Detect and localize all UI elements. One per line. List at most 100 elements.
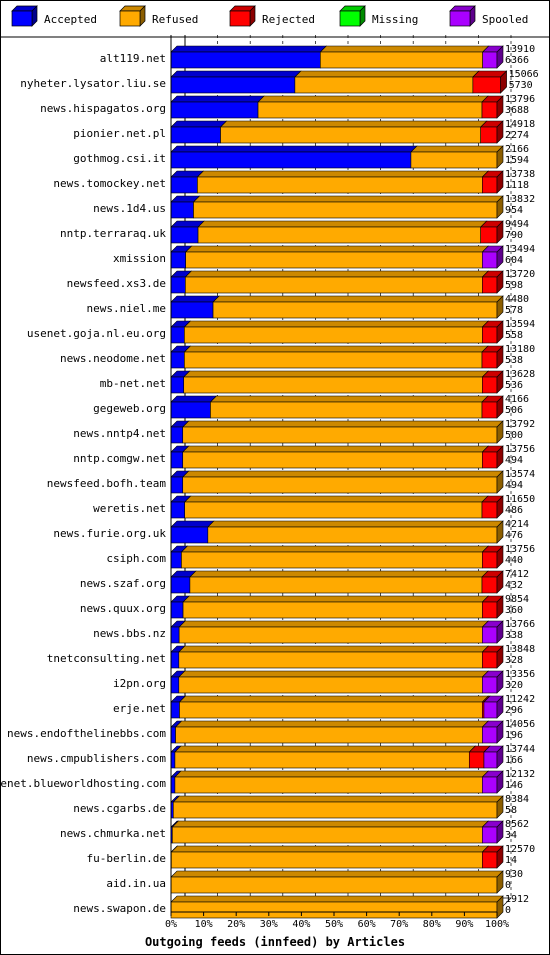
legend-swatch xyxy=(339,10,361,27)
category-label: nntp.terraraq.uk xyxy=(60,227,166,240)
x-tick-label: 0% xyxy=(165,919,177,930)
bar-segment-refused xyxy=(175,726,483,744)
bar-segment-refused xyxy=(182,426,498,444)
category-label: news.quux.org xyxy=(80,602,166,615)
category-label: news.hispagatos.org xyxy=(40,102,166,115)
data-label-accepted: 604 xyxy=(505,255,523,266)
data-label-accepted: 360 xyxy=(505,605,523,616)
bar-segment-accepted xyxy=(170,376,185,394)
bar-top-refused xyxy=(183,345,489,353)
bar-row xyxy=(170,645,504,669)
bar-segment-rejected xyxy=(482,326,498,344)
data-label-total: 2166 xyxy=(505,144,529,155)
legend: Accepted Refused Rejected Missing Spooled xyxy=(11,5,528,27)
category-label: news.neodome.net xyxy=(60,352,166,365)
bar-segment-refused xyxy=(174,776,483,794)
category-label: weretis.net xyxy=(93,502,166,515)
bar-row xyxy=(170,145,504,169)
data-label-accepted: 328 xyxy=(505,655,523,666)
legend-item-accepted: Accepted xyxy=(11,5,97,27)
data-label-accepted: 494 xyxy=(505,455,523,466)
category-label: news.tomockey.net xyxy=(53,177,166,190)
bar-top-refused xyxy=(197,220,488,228)
bar-end-face xyxy=(496,295,504,319)
bar-top-refused xyxy=(184,270,490,278)
data-label-accepted: 3688 xyxy=(505,105,529,116)
bar-top-refused xyxy=(180,545,490,553)
bar-segment-refused xyxy=(212,301,498,319)
category-label: gegeweb.org xyxy=(93,402,166,415)
bar-row xyxy=(170,820,504,844)
data-label-accepted: 506 xyxy=(505,405,523,416)
bar-row xyxy=(170,845,504,869)
bar-end-face xyxy=(496,695,504,719)
bar-segment-accepted xyxy=(170,226,199,244)
bar-top-refused xyxy=(178,670,490,678)
bar-end-face xyxy=(500,70,507,94)
bar-row xyxy=(170,570,504,594)
bar-segment-accepted xyxy=(170,626,180,644)
bar-segment-refused xyxy=(207,526,498,544)
bar-end-face xyxy=(496,595,504,619)
bar-segment-accepted xyxy=(170,726,176,744)
bar-row xyxy=(170,470,504,494)
bar-segment-refused xyxy=(174,751,470,769)
category-label: news.furie.org.uk xyxy=(53,527,166,540)
bar-segment-accepted xyxy=(170,751,176,769)
bar-segment-rejected xyxy=(480,126,498,144)
x-axis-label: Outgoing feeds (innfeed) by Articles xyxy=(145,935,405,949)
category-label: i2pn.org xyxy=(113,677,166,690)
data-label-accepted: 476 xyxy=(505,530,523,541)
bar-segment-refused xyxy=(193,201,498,219)
bar-segment-refused xyxy=(184,351,483,369)
bar-end-face xyxy=(496,770,504,794)
x-tick-label: 20% xyxy=(227,919,245,930)
data-label-total: 14056 xyxy=(505,719,535,730)
data-label-total: 13574 xyxy=(505,469,535,480)
bar-segment-accepted xyxy=(170,401,211,419)
bar-row xyxy=(170,70,508,94)
bar-row xyxy=(170,745,504,769)
data-label-total: 4166 xyxy=(505,394,529,405)
bar-end-face xyxy=(496,220,504,244)
category-label: csiph.com xyxy=(106,552,166,565)
bar-end-face xyxy=(496,95,504,119)
bar-segment-rejected xyxy=(468,751,485,769)
bar-end-face xyxy=(496,720,504,744)
data-label-total: 4214 xyxy=(505,519,529,530)
data-label-accepted: 440 xyxy=(505,555,523,566)
bar-segment-refused xyxy=(185,276,483,294)
category-label: xmission xyxy=(113,252,166,265)
bar-row xyxy=(170,295,504,319)
legend-label: Accepted xyxy=(44,13,97,26)
data-label-accepted: 486 xyxy=(505,505,523,516)
bar-row xyxy=(170,895,504,919)
bar-segment-rejected xyxy=(482,451,498,469)
bar-segment-accepted xyxy=(170,651,180,669)
bar-row xyxy=(170,870,504,894)
bar-segment-refused xyxy=(294,76,474,94)
data-label-accepted: 2274 xyxy=(505,130,529,141)
bar-top-refused xyxy=(174,770,490,778)
bar-end-face xyxy=(496,570,504,594)
bar-row xyxy=(170,395,504,419)
category-label: nyheter.lysator.liu.se xyxy=(20,77,166,90)
legend-swatch xyxy=(449,10,471,27)
bar-row xyxy=(170,270,504,294)
bar-top-accepted xyxy=(170,520,215,528)
bar-end-face xyxy=(496,520,504,544)
bar-segment-accepted xyxy=(170,276,186,294)
bar-end-face xyxy=(496,395,504,419)
bar-segment-refused xyxy=(182,451,483,469)
data-label-accepted: 6366 xyxy=(505,55,529,66)
bar-segment-refused xyxy=(178,626,483,644)
legend-swatch xyxy=(11,10,33,27)
data-label-total: 8562 xyxy=(505,819,529,830)
data-label-total: 1912 xyxy=(505,894,529,905)
bar-segment-refused xyxy=(170,876,498,894)
bar-segment-accepted xyxy=(170,151,412,169)
bar-segment-rejected xyxy=(481,351,498,369)
x-tick-label: 50% xyxy=(325,919,343,930)
bar-top-refused xyxy=(207,520,504,528)
